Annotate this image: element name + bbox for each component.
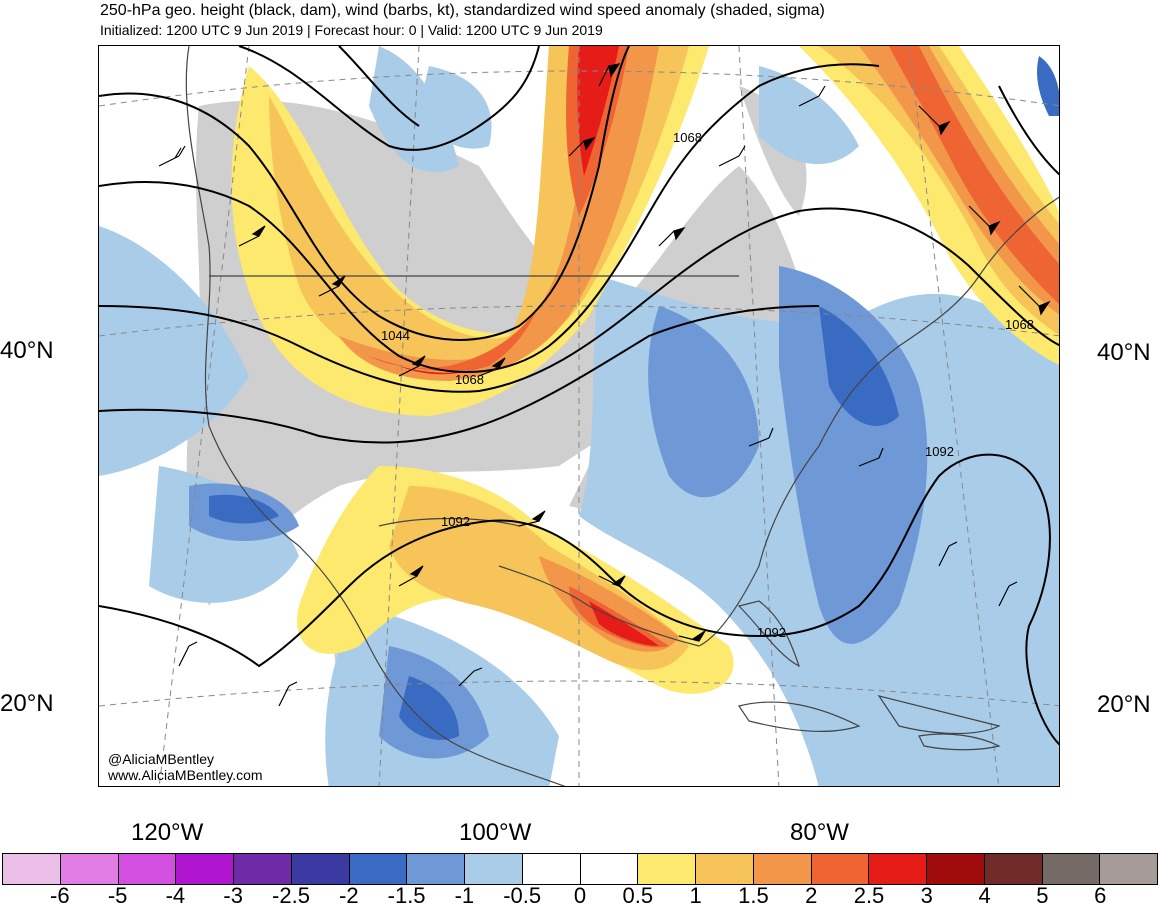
- wind-barb: [798, 85, 826, 107]
- colorbar-tick-label: -2: [339, 883, 359, 908]
- colorbar-tick-label: -4: [165, 883, 186, 908]
- colorbar-cell: [696, 853, 754, 885]
- colorbar-tick-label: 3: [920, 883, 933, 908]
- colorbar-cell: [465, 853, 523, 885]
- lon-label-80w: 80°W: [790, 819, 849, 846]
- contour-label: 1068: [1005, 317, 1034, 332]
- colorbar-tick-label: 1: [689, 883, 702, 908]
- colorbar-cell: [291, 853, 350, 885]
- lat-label-left-40n: 40°N: [0, 337, 54, 364]
- colorbar-cell: [580, 853, 639, 885]
- wind-barb: [918, 105, 951, 136]
- wind-barb: [398, 355, 426, 377]
- colorbar-tick-label: 6: [1094, 883, 1107, 908]
- wind-barb: [278, 681, 298, 707]
- contour-label: 1044: [381, 328, 410, 343]
- contour-label: 1092: [441, 514, 470, 529]
- height-contours: [99, 46, 1059, 746]
- wind-barb: [518, 510, 546, 527]
- colorbar-tick-label: 2: [805, 883, 818, 908]
- colorbar-tick-label: 5: [1036, 883, 1049, 908]
- wind-barb: [748, 427, 774, 447]
- wind-barb: [598, 575, 626, 587]
- lon-label-100w: 100°W: [459, 819, 532, 846]
- contour-label: 1068: [673, 130, 702, 145]
- wind-barb: [1018, 285, 1051, 316]
- colorbar-cell: [407, 853, 465, 885]
- colorbar-tick-label: 1.5: [738, 883, 769, 908]
- coastlines: [185, 46, 1059, 786]
- colorbar: [2, 853, 1158, 885]
- colorbar-cell: [234, 853, 292, 885]
- wind-barb: [598, 63, 621, 87]
- wind-barb: [458, 667, 483, 687]
- lon-label-120w: 120°W: [131, 819, 204, 846]
- lat-label-right-40n: 40°N: [1097, 339, 1151, 366]
- colorbar-cell: [349, 853, 408, 885]
- colorbar-cell: [1042, 853, 1101, 885]
- colorbar-cell: [869, 853, 927, 885]
- colorbar-cell: [1100, 853, 1158, 885]
- colorbar-tick-label: 2.5: [853, 883, 885, 908]
- wind-barb: [318, 275, 346, 297]
- colorbar-cell: [753, 853, 812, 885]
- map-subtitle: Initialized: 1200 UTC 9 Jun 2019 | Forec…: [100, 22, 603, 38]
- wind-barb: [998, 581, 1018, 607]
- wind-barb: [658, 226, 686, 247]
- wind-barb: [718, 145, 746, 167]
- colorbar-cell: [2, 853, 61, 885]
- colorbar-cell: [638, 853, 696, 885]
- colorbar-tick-label: -2.5: [272, 883, 310, 908]
- islands: [738, 701, 1001, 751]
- wind-barb: [158, 145, 186, 167]
- colorbar-tick-label: -5: [107, 883, 128, 908]
- wind-barbs: [158, 63, 1051, 707]
- map-canvas: 1068 1044 1068 1092 1092 1092 1068: [99, 46, 1059, 786]
- colorbar-tick-label: 0: [573, 883, 587, 908]
- wind-barb: [478, 357, 506, 377]
- colorbar-cell: [927, 853, 985, 885]
- colorbar-tick-label: 0.5: [622, 883, 654, 908]
- colorbar-cell: [984, 853, 1043, 885]
- map-title: 250-hPa geo. height (black, dam), wind (…: [100, 2, 825, 19]
- lat-label-left-20n: 20°N: [0, 690, 54, 717]
- anomaly-negative: [99, 46, 1059, 786]
- colorbar-tick-label: -0.5: [503, 883, 542, 908]
- weather-map: 1068 1044 1068 1092 1092 1092 1068: [98, 45, 1060, 787]
- wind-barb: [398, 565, 424, 587]
- colorbar-cell: [176, 853, 234, 885]
- wind-barb: [858, 447, 884, 467]
- colorbar-cell: [118, 853, 177, 885]
- colorbar-tick-label: -1.5: [387, 883, 426, 908]
- wind-barb: [938, 541, 958, 567]
- lat-label-right-20n: 20°N: [1097, 691, 1151, 718]
- graticule: [99, 46, 1059, 786]
- colorbar-tick-label: -3: [223, 883, 243, 908]
- credit-site: www.AliciaMBentley.com: [108, 767, 263, 783]
- wind-barb: [678, 630, 706, 642]
- wind-barb: [968, 205, 1001, 236]
- credit-handle: @AliciaMBentley: [108, 751, 215, 767]
- colorbar-tick-label: 4: [978, 883, 991, 908]
- colorbar-tick-label: -1: [454, 883, 475, 908]
- contour-label: 1092: [757, 625, 786, 640]
- contour-labels: 1068 1044 1068 1092 1092 1092 1068: [381, 130, 1034, 640]
- wind-barb: [238, 225, 266, 247]
- colorbar-cell: [811, 853, 870, 885]
- contour-label: 1092: [925, 444, 954, 459]
- wind-barb: [178, 641, 198, 667]
- anomaly-positive: [231, 46, 1059, 694]
- contour-label: 1068: [455, 372, 484, 387]
- colorbar-tick-label: -6: [50, 883, 70, 908]
- colorbar-cell: [522, 853, 581, 885]
- colorbar-cell: [60, 853, 119, 885]
- wind-barb: [568, 136, 596, 157]
